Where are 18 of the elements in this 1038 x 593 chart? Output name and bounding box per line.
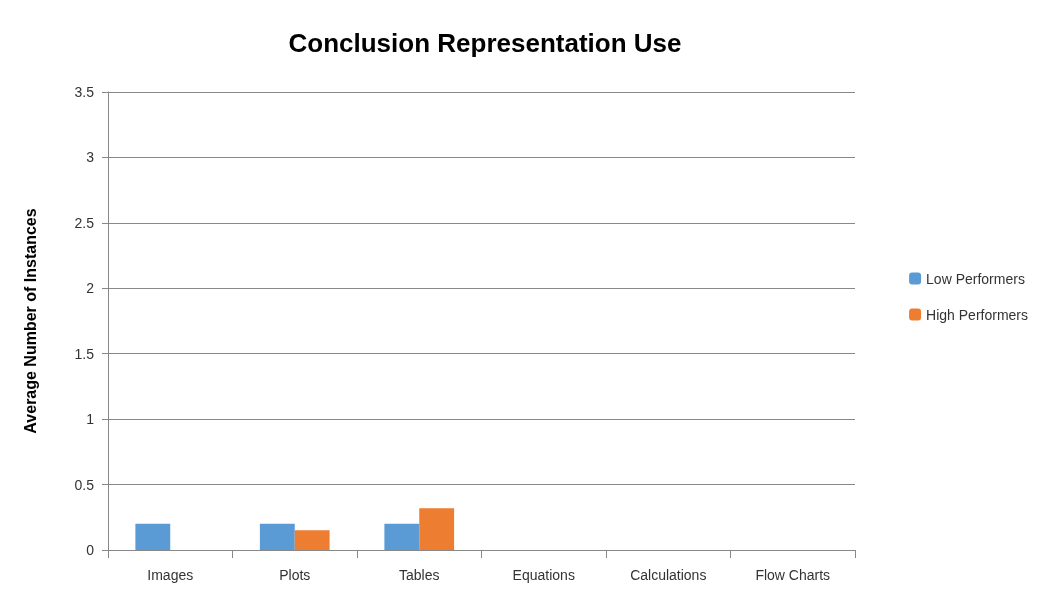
legend-label: Low Performers (926, 270, 1025, 287)
chart-title: Conclusion Representation Use (288, 28, 682, 58)
legend-label: High Performers (926, 306, 1028, 323)
y-tick-label: 2.5 (74, 214, 95, 231)
x-tick-label: Flow Charts (755, 567, 831, 583)
y-tick-label: 0.5 (74, 476, 95, 493)
y-tick-label: 2 (86, 280, 95, 297)
y-tick-label: 0 (86, 542, 95, 558)
y-tick-label: 1.5 (74, 345, 95, 362)
x-tick-label: Calculations (630, 567, 707, 583)
x-tick-label: Plots (279, 567, 311, 583)
x-tick-label: Equations (512, 567, 575, 583)
x-tick-label: Images (147, 567, 194, 583)
y-axis-title: Average Number of Instances (21, 208, 39, 434)
y-tick-label: 3.5 (74, 84, 95, 100)
y-tick-label: 3 (86, 149, 95, 166)
x-tick-label: Tables (399, 567, 440, 583)
y-tick-label: 1 (86, 411, 95, 428)
